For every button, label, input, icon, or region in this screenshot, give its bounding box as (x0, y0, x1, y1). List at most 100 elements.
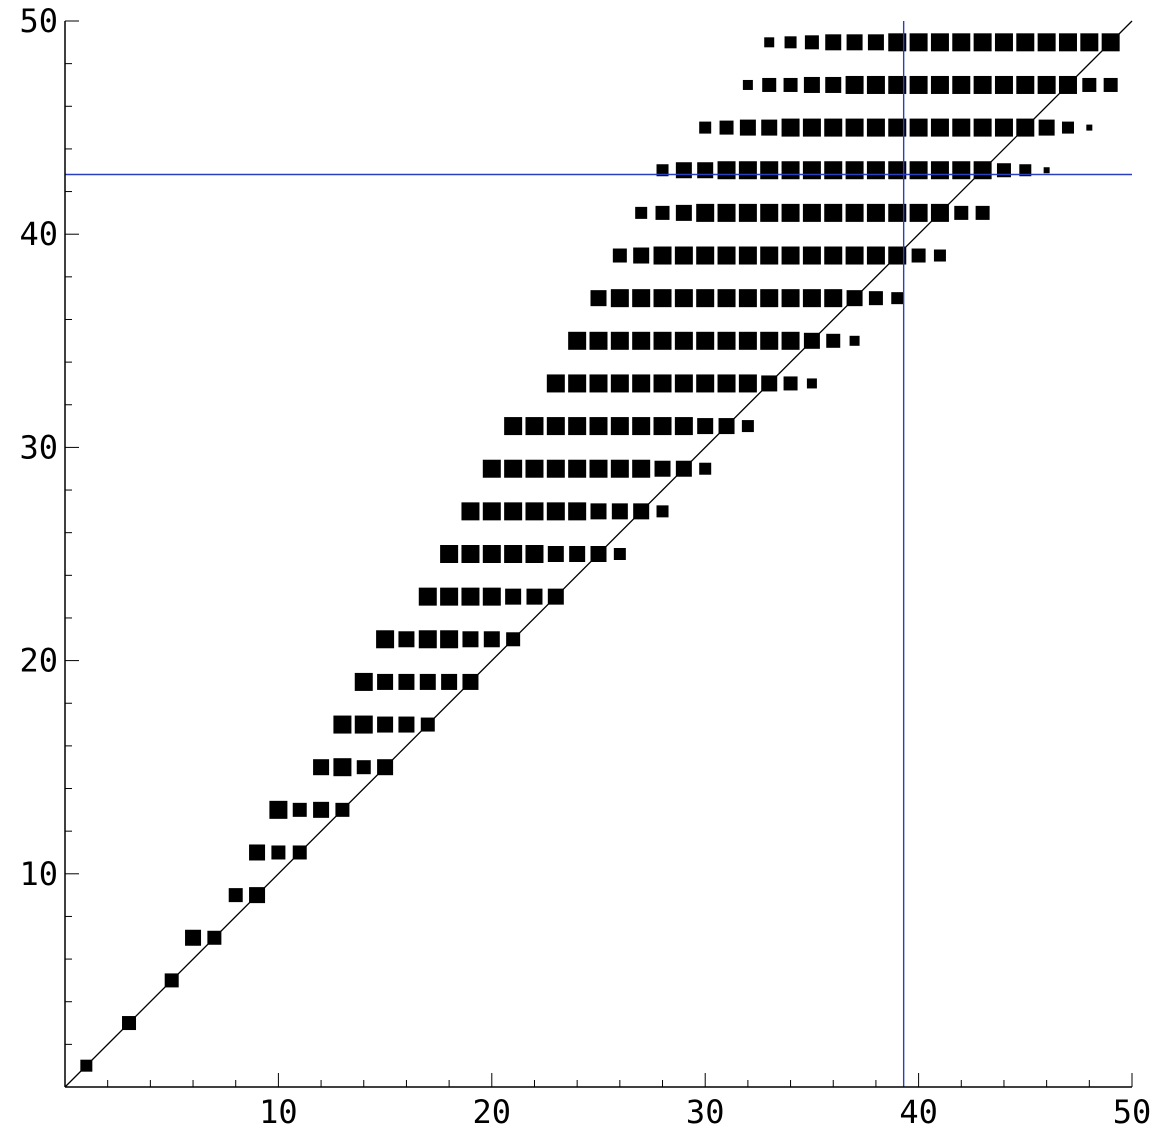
data-point (269, 800, 288, 819)
data-point (888, 246, 907, 265)
data-point (1058, 33, 1077, 52)
data-point (590, 503, 607, 520)
data-point (653, 374, 672, 393)
data-point (333, 715, 352, 734)
data-point (569, 546, 586, 562)
data-point (654, 460, 671, 477)
data-point (802, 289, 821, 308)
data-point (655, 205, 670, 220)
data-point (185, 929, 202, 946)
data-point (1080, 33, 1099, 52)
data-point (420, 717, 435, 732)
data-point (335, 802, 350, 817)
data-point (718, 418, 735, 435)
y-tick-label: 20 (19, 642, 58, 680)
data-point (249, 887, 266, 904)
data-point (781, 161, 800, 180)
data-point (696, 374, 715, 393)
data-point (612, 248, 627, 263)
data-point (1101, 33, 1120, 52)
data-point (846, 290, 863, 307)
data-point (590, 290, 607, 307)
data-point (846, 34, 863, 51)
data-point (761, 375, 778, 392)
data-point (781, 331, 800, 350)
data-point (717, 161, 736, 180)
data-point (504, 459, 523, 478)
data-point (806, 378, 817, 389)
data-point (802, 118, 821, 137)
data-point (802, 203, 821, 222)
data-point (675, 204, 692, 221)
data-point (952, 75, 971, 94)
data-point (674, 417, 693, 436)
data-point (930, 33, 949, 52)
data-point (845, 203, 864, 222)
data-point (719, 120, 734, 135)
data-point (610, 459, 629, 478)
data-point (122, 1016, 137, 1031)
data-point (717, 289, 736, 308)
data-point (546, 374, 565, 393)
data-point (568, 417, 587, 436)
data-point (781, 246, 800, 265)
x-tick-label: 10 (259, 1093, 298, 1131)
data-point (996, 163, 1011, 178)
data-point (866, 161, 885, 180)
data-point (866, 203, 885, 222)
data-point (505, 588, 522, 605)
data-point (333, 758, 352, 777)
data-point (1086, 124, 1093, 131)
data-point (994, 33, 1013, 52)
data-point (568, 459, 587, 478)
data-point (356, 760, 371, 775)
data-point (633, 503, 650, 520)
data-point (739, 119, 756, 136)
data-point (973, 161, 992, 180)
data-point (696, 289, 715, 308)
data-point (568, 374, 587, 393)
data-point (292, 845, 307, 860)
data-point (760, 161, 779, 180)
data-point (589, 331, 608, 350)
data-point (866, 75, 885, 94)
data-point (461, 587, 480, 606)
data-point (271, 845, 286, 860)
data-point (656, 164, 669, 177)
data-point (1038, 119, 1055, 136)
data-point (398, 631, 415, 648)
data-point (760, 331, 779, 350)
data-point (952, 33, 971, 52)
y-tick-label: 40 (19, 215, 58, 253)
data-point (845, 75, 864, 94)
data-point (783, 77, 798, 92)
data-point (568, 331, 587, 350)
data-point (781, 203, 800, 222)
data-point (802, 246, 821, 265)
data-point (909, 75, 928, 94)
data-point (930, 118, 949, 137)
data-point (1016, 75, 1035, 94)
data-point (461, 502, 480, 521)
data-point (418, 630, 437, 649)
data-point (781, 289, 800, 308)
data-point (461, 545, 480, 563)
crosshair-layer (65, 21, 1132, 1087)
data-point (717, 331, 736, 350)
data-point (973, 118, 992, 137)
data-point (888, 203, 907, 222)
data-point (504, 417, 523, 436)
data-point (738, 203, 757, 222)
data-point (656, 505, 669, 518)
data-point (674, 246, 693, 265)
data-point (462, 631, 479, 648)
data-point (354, 672, 373, 691)
data-point (398, 673, 415, 690)
data-point (610, 417, 629, 436)
data-point (653, 417, 672, 436)
data-point (952, 118, 971, 137)
y-tick-label: 10 (19, 855, 58, 893)
x-tick-labels: 10 20 30 40 50 (259, 1093, 1151, 1131)
data-point (717, 203, 736, 222)
